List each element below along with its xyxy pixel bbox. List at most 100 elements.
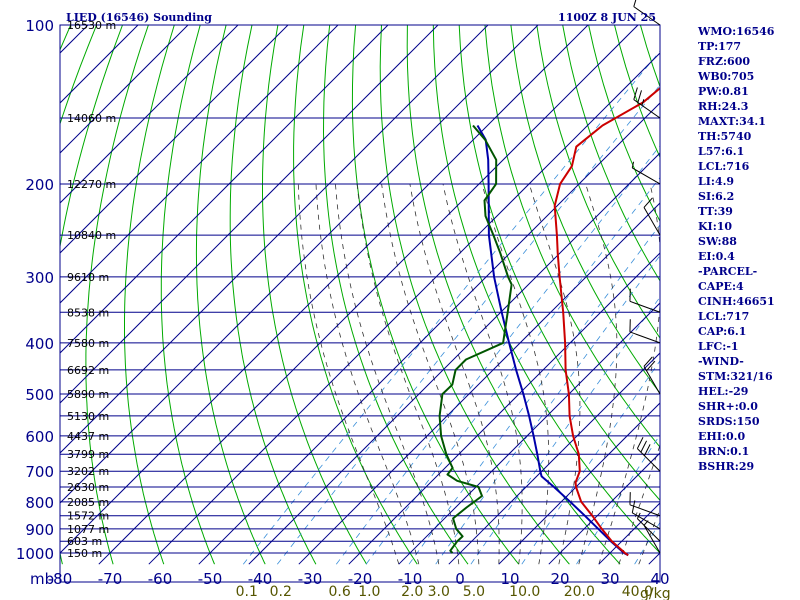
isotherm [148, 52, 660, 565]
index-value: SHR+:0.0 [698, 400, 758, 413]
index-value: CINH:46651 [698, 295, 775, 308]
isotherm [298, 202, 660, 565]
height-label: 7580 m [67, 337, 109, 350]
isotherm [60, 25, 489, 454]
mixing-ratio-label: 10.0 [509, 584, 540, 600]
isotherm [60, 25, 239, 204]
index-value: EHI:0.0 [698, 430, 746, 443]
temperature-tick-label: -20 [348, 570, 373, 588]
mixing-ratio-label: 20.0 [564, 584, 595, 600]
moist-adiabat [598, 183, 660, 565]
pressure-tick-label: 400 [25, 335, 54, 353]
index-value: STM:321/16 [698, 370, 773, 383]
wind-barb [631, 161, 661, 185]
height-label: 8538 m [67, 306, 109, 319]
temperature-tick-label: -70 [98, 570, 123, 588]
isotherm [398, 302, 660, 565]
chart-time: 1100Z 8 JUN 25 [558, 11, 656, 24]
height-label: 9610 m [67, 271, 109, 284]
height-label: 12270 m [67, 178, 116, 191]
pressure-tick-label: 800 [25, 494, 54, 512]
index-value: HEL:-29 [698, 385, 749, 398]
mixing-ratio-line [435, 254, 660, 565]
height-label: 5130 m [67, 410, 109, 423]
dry-adiabat [406, 25, 621, 565]
isotherm [60, 25, 189, 154]
index-value: LCL:716 [698, 160, 750, 173]
temperature-tick-label: -10 [398, 570, 423, 588]
mixing-ratio-line [521, 360, 660, 565]
temperature-tick-label: 10 [500, 570, 519, 588]
temperature-tick-label: 0 [455, 570, 465, 588]
temperature-tick-label: 40 [650, 570, 669, 588]
pressure-tick-label: 200 [25, 176, 54, 194]
dry-adiabat [262, 25, 368, 565]
moist-adiabat [481, 183, 550, 565]
index-value: TP:177 [698, 40, 742, 53]
moist-adiabat [297, 183, 400, 565]
wind-barb [631, 500, 661, 530]
index-value: LFC:-1 [698, 340, 739, 353]
mixing-ratio-label: 0.2 [270, 584, 292, 600]
moist-adiabat [528, 183, 581, 565]
isotherm [448, 352, 660, 565]
moist-adiabat [315, 183, 420, 565]
height-label: 16530 m [67, 19, 116, 32]
moist-adiabat [381, 183, 480, 565]
dry-adiabat [85, 25, 149, 565]
index-value: MAXT:34.1 [698, 115, 766, 128]
mixing-ratio-label: 2.0 [401, 584, 423, 600]
isotherm [498, 402, 660, 565]
pressure-tick-label: 900 [25, 521, 54, 539]
isotherm [198, 102, 660, 565]
height-label: 150 m [67, 547, 102, 560]
mixing-ratio-label: 3.0 [428, 584, 450, 600]
temperature-tick-label: 30 [600, 570, 619, 588]
temperature-tick-label: -30 [298, 570, 323, 588]
index-value: RH:24.3 [698, 100, 749, 113]
isotherm [60, 25, 389, 354]
height-label: 3202 m [67, 465, 109, 478]
index-value: -WIND- [698, 355, 744, 368]
isotherm [60, 25, 439, 404]
height-label: 4437 m [67, 430, 109, 443]
plot-border [59, 24, 661, 583]
dry-adiabat [229, 25, 317, 565]
temperature-tick-label: -60 [148, 570, 173, 588]
height-label: 2630 m [67, 481, 109, 494]
height-label: 603 m [67, 535, 102, 548]
index-value: CAP:6.1 [698, 325, 747, 338]
pressure-tick-label: 300 [25, 269, 54, 287]
isotherm [60, 25, 589, 554]
index-value: PW:0.81 [698, 85, 749, 98]
index-value: WB0:705 [698, 70, 755, 83]
wind-barb [643, 197, 661, 236]
dry-adiabat [562, 25, 660, 282]
moist-adiabat [409, 183, 500, 565]
x-unit-label: mb [30, 570, 54, 588]
dry-adiabat [124, 25, 175, 565]
isotherm [60, 25, 289, 254]
dry-adiabat [160, 25, 215, 565]
temperature-tick-label: -50 [198, 570, 223, 588]
mixing-ratio-line [242, 50, 660, 565]
isotherm [248, 152, 660, 565]
index-value: L57:6.1 [698, 145, 745, 158]
mixing-ratio-line [470, 296, 660, 565]
height-label: 3799 m [67, 448, 109, 461]
wind-barb [643, 356, 661, 395]
wind-barb [629, 319, 661, 344]
pressure-tick-label: 100 [25, 17, 54, 35]
temperature-tick-label: -40 [248, 570, 273, 588]
isotherm [98, 25, 639, 565]
height-label: 1572 m [67, 510, 109, 523]
index-value: SRDS:150 [698, 415, 760, 428]
index-value: SI:6.2 [698, 190, 735, 203]
height-label: 2085 m [67, 496, 109, 509]
temperature-tick-label: 20 [550, 570, 569, 588]
dry-adiabat [195, 25, 266, 565]
moist-adiabat [442, 183, 523, 565]
temperature-tick-label: -80 [48, 570, 73, 588]
index-value: KI:10 [698, 220, 733, 233]
